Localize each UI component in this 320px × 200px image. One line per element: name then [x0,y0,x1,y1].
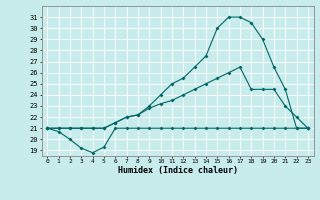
X-axis label: Humidex (Indice chaleur): Humidex (Indice chaleur) [118,166,237,175]
